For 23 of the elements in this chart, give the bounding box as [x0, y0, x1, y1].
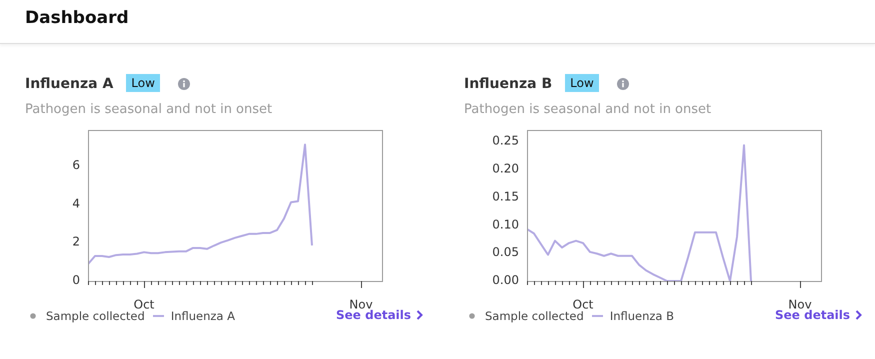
y-tick-label: 6	[72, 158, 80, 172]
y-tick-label: 0	[72, 273, 80, 288]
legend-label: Influenza B	[610, 309, 674, 323]
chart-subtitle: Pathogen is seasonal and not in onset	[25, 102, 272, 117]
y-tick-label: 0.00	[492, 273, 519, 288]
x-tick-label: Oct	[572, 297, 594, 312]
text: Low	[565, 74, 599, 92]
y-tick-label: 0.15	[492, 189, 519, 204]
text: Low	[126, 74, 160, 92]
y-tick-label: 0.10	[492, 217, 519, 232]
chart-subtitle: Pathogen is seasonal and not in onset	[464, 102, 712, 117]
text: Dashboard	[25, 8, 129, 28]
legend-label: Sample collected	[485, 309, 584, 323]
y-tick-label: 4	[72, 196, 80, 210]
legend-label: Influenza A	[170, 309, 235, 323]
y-tick-label: 0.20	[492, 161, 519, 176]
legend-label: Sample collected	[46, 309, 145, 323]
chart-title: Influenza A	[25, 76, 114, 92]
y-tick-label: 0.25	[492, 133, 519, 148]
chart-title: Influenza B	[464, 76, 552, 92]
x-tick-label: Oct	[134, 297, 155, 312]
y-tick-label: 0.05	[492, 245, 519, 260]
y-tick-label: 2	[72, 234, 80, 249]
